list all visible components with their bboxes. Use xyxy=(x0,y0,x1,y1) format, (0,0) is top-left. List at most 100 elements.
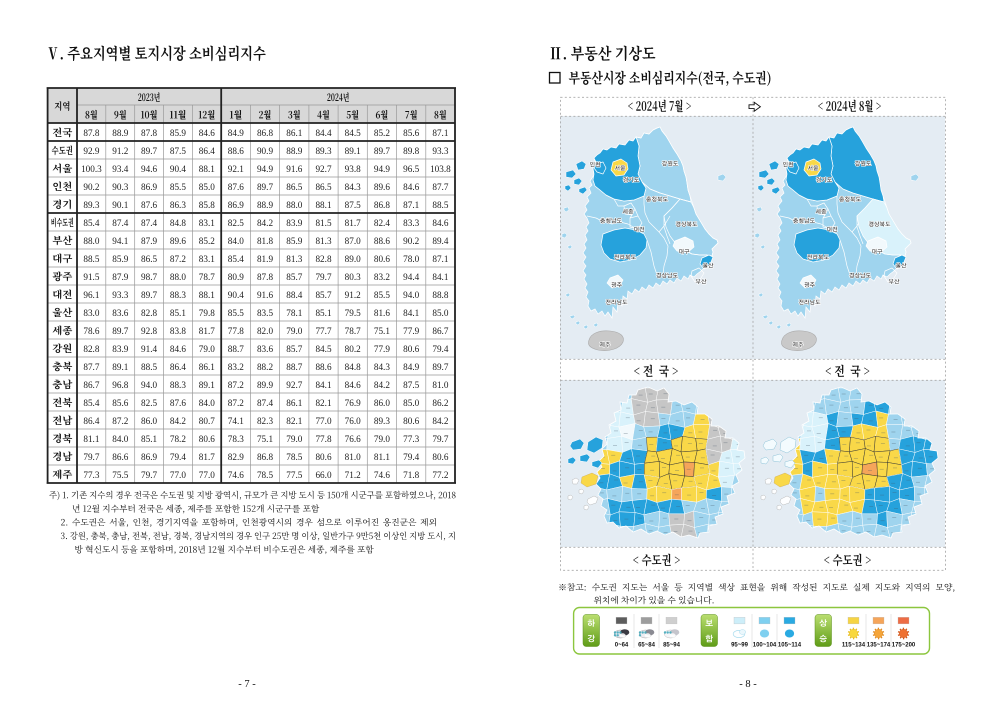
svg-text:88.3: 88.3 xyxy=(170,380,186,390)
svg-text:90.4: 90.4 xyxy=(170,164,186,174)
svg-text:88.6: 88.6 xyxy=(315,362,331,372)
svg-text:84.3: 84.3 xyxy=(374,362,390,372)
svg-text:74.6: 74.6 xyxy=(374,470,390,480)
svg-text:86.6: 86.6 xyxy=(112,452,128,462)
svg-text:77.7: 77.7 xyxy=(315,326,331,336)
svg-text:85.1: 85.1 xyxy=(141,434,157,444)
svg-text:76.9: 76.9 xyxy=(345,398,361,408)
svg-text:86.0: 86.0 xyxy=(374,398,390,408)
svg-text:93.3: 93.3 xyxy=(432,146,448,156)
svg-text:88.3: 88.3 xyxy=(170,290,186,300)
svg-text:86.3: 86.3 xyxy=(170,200,186,210)
svg-text:91.2: 91.2 xyxy=(112,146,128,156)
svg-text:84.0: 84.0 xyxy=(228,236,244,246)
svg-text:88.0: 88.0 xyxy=(170,272,186,282)
svg-text:88.9: 88.9 xyxy=(286,146,302,156)
svg-text:87.2: 87.2 xyxy=(112,416,128,426)
svg-text:83.6: 83.6 xyxy=(112,308,128,318)
svg-text:82.8: 82.8 xyxy=(315,254,331,264)
svg-text:83.5: 83.5 xyxy=(257,308,273,318)
svg-text:86.9: 86.9 xyxy=(141,182,157,192)
svg-text:80.3: 80.3 xyxy=(345,272,361,282)
svg-text:82.1: 82.1 xyxy=(286,416,302,426)
svg-text:81.0: 81.0 xyxy=(345,452,361,462)
svg-text:85.5: 85.5 xyxy=(170,182,186,192)
svg-text:85.2: 85.2 xyxy=(199,236,215,246)
svg-text:77.9: 77.9 xyxy=(403,326,419,336)
svg-text:88.7: 88.7 xyxy=(228,344,244,354)
svg-text:85.4: 85.4 xyxy=(83,218,99,228)
svg-text:96.8: 96.8 xyxy=(112,380,128,390)
svg-text:86.1: 86.1 xyxy=(286,128,302,138)
svg-text:86.2: 86.2 xyxy=(432,398,448,408)
svg-text:89.1: 89.1 xyxy=(199,380,215,390)
svg-text:80.6: 80.6 xyxy=(374,254,390,264)
svg-text:79.4: 79.4 xyxy=(403,452,419,462)
svg-text:84.6: 84.6 xyxy=(432,218,448,228)
svg-text:85.7: 85.7 xyxy=(286,272,302,282)
svg-text:82.3: 82.3 xyxy=(257,416,273,426)
svg-text:79.0: 79.0 xyxy=(286,326,302,336)
svg-text:85.9: 85.9 xyxy=(112,254,128,264)
svg-text:81.6: 81.6 xyxy=(374,308,390,318)
svg-text:84.9: 84.9 xyxy=(228,128,244,138)
svg-text:77.3: 77.3 xyxy=(403,434,419,444)
svg-text:82.8: 82.8 xyxy=(141,308,157,318)
svg-text:83.2: 83.2 xyxy=(228,362,244,372)
svg-text:79.5: 79.5 xyxy=(345,308,361,318)
svg-text:79.0: 79.0 xyxy=(199,344,215,354)
svg-text:78.7: 78.7 xyxy=(345,326,361,336)
svg-text:81.7: 81.7 xyxy=(345,218,361,228)
svg-text:83.9: 83.9 xyxy=(286,218,302,228)
svg-text:80.6: 80.6 xyxy=(403,344,419,354)
svg-text:84.6: 84.6 xyxy=(199,128,215,138)
svg-text:88.1: 88.1 xyxy=(199,164,215,174)
svg-text:84.2: 84.2 xyxy=(374,380,390,390)
svg-text:96.1: 96.1 xyxy=(83,290,99,300)
svg-text:94.6: 94.6 xyxy=(141,164,157,174)
svg-text:92.1: 92.1 xyxy=(228,164,244,174)
svg-text:84.6: 84.6 xyxy=(403,182,419,192)
svg-text:94.4: 94.4 xyxy=(403,272,419,282)
svg-text:90.3: 90.3 xyxy=(112,182,128,192)
svg-text:0~64: 0~64 xyxy=(615,643,629,649)
svg-text:94.9: 94.9 xyxy=(257,164,273,174)
svg-text:77.9: 77.9 xyxy=(374,344,390,354)
svg-text:88.4: 88.4 xyxy=(286,290,302,300)
svg-text:100.3: 100.3 xyxy=(81,164,102,174)
svg-text:86.4: 86.4 xyxy=(199,146,215,156)
svg-text:89.7: 89.7 xyxy=(432,362,448,372)
svg-text:135~174: 135~174 xyxy=(867,643,891,649)
svg-text:94.0: 94.0 xyxy=(403,290,419,300)
svg-text:84.1: 84.1 xyxy=(432,272,448,282)
svg-text:93.3: 93.3 xyxy=(112,290,128,300)
svg-text:84.2: 84.2 xyxy=(432,416,448,426)
svg-text:89.7: 89.7 xyxy=(141,290,157,300)
svg-text:89.0: 89.0 xyxy=(345,254,361,264)
svg-text:79.7: 79.7 xyxy=(141,470,157,480)
svg-text:82.4: 82.4 xyxy=(374,218,390,228)
svg-text:85.9: 85.9 xyxy=(286,236,302,246)
svg-text:77.2: 77.2 xyxy=(432,470,448,480)
svg-text:86.5: 86.5 xyxy=(141,254,157,264)
svg-text:88.1: 88.1 xyxy=(315,200,331,210)
svg-text:85.1: 85.1 xyxy=(315,308,331,318)
svg-text:89.3: 89.3 xyxy=(315,146,331,156)
svg-text:88.9: 88.9 xyxy=(112,128,128,138)
svg-text:87.2: 87.2 xyxy=(228,380,244,390)
svg-text:90.2: 90.2 xyxy=(403,236,419,246)
svg-text:85.2: 85.2 xyxy=(374,128,390,138)
svg-text:84.8: 84.8 xyxy=(345,362,361,372)
svg-text:92.8: 92.8 xyxy=(141,326,157,336)
svg-text:96.5: 96.5 xyxy=(403,164,419,174)
svg-text:88.5: 88.5 xyxy=(432,200,448,210)
svg-text:79.4: 79.4 xyxy=(432,344,448,354)
svg-text:85.1: 85.1 xyxy=(170,308,186,318)
svg-text:87.1: 87.1 xyxy=(432,128,448,138)
svg-text:92.9: 92.9 xyxy=(83,146,99,156)
svg-text:94.0: 94.0 xyxy=(141,380,157,390)
svg-text:78.2: 78.2 xyxy=(170,434,186,444)
svg-text:71.8: 71.8 xyxy=(403,470,419,480)
svg-text:84.9: 84.9 xyxy=(403,362,419,372)
svg-text:85.7: 85.7 xyxy=(286,344,302,354)
